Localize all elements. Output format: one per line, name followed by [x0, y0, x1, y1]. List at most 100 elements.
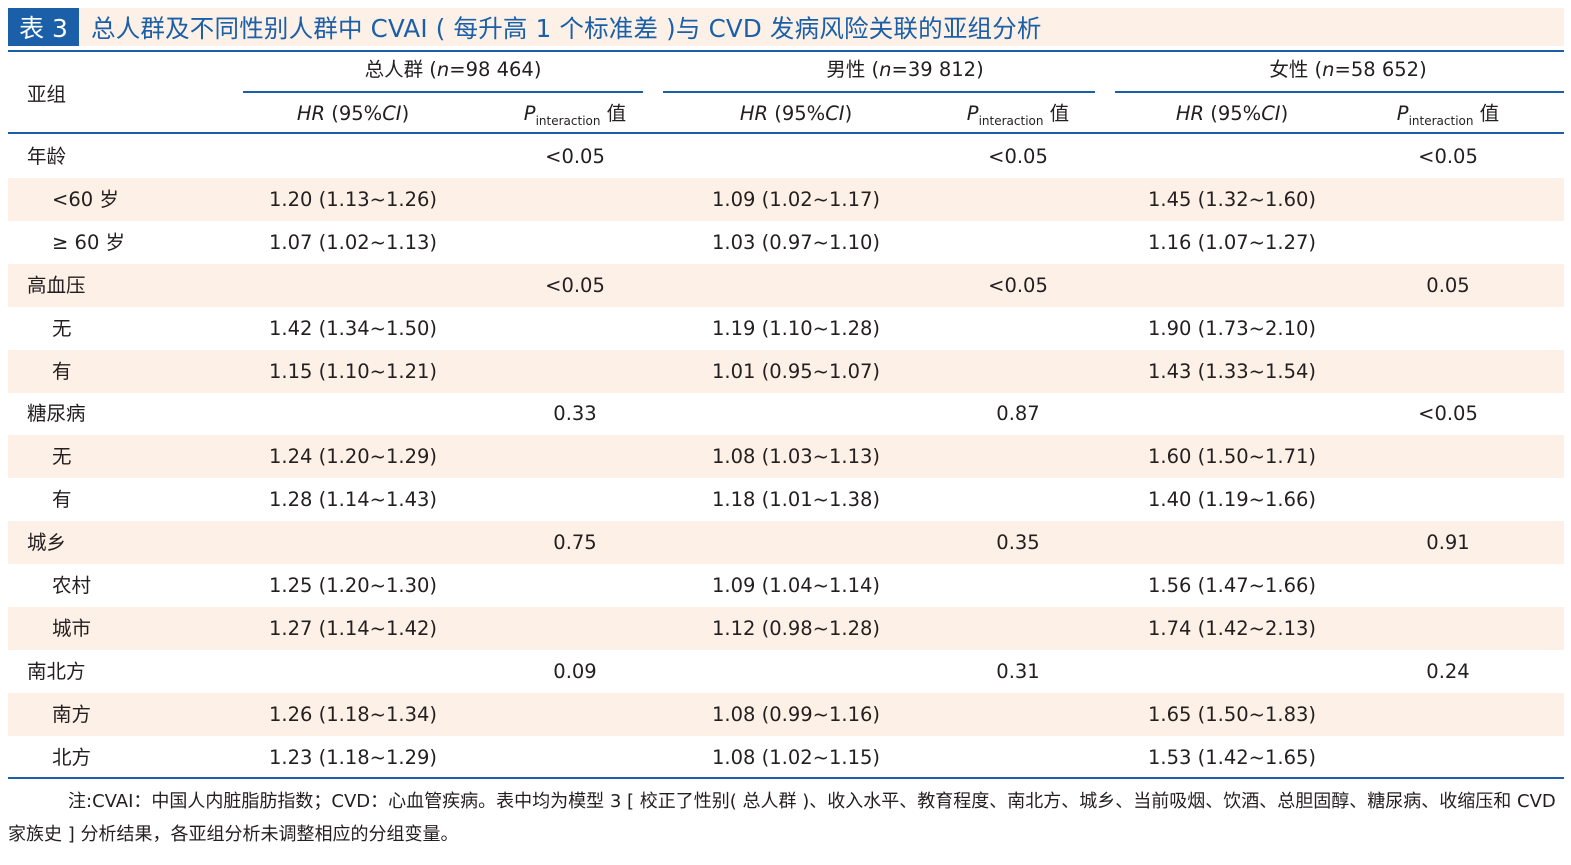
p-subscript: interaction — [1408, 114, 1474, 128]
hr-ci-close: ) — [1280, 102, 1289, 125]
p-interaction-cell: 0.75 — [553, 531, 597, 555]
subgroup-level-label: 无 — [52, 316, 72, 340]
subgroup-category-label: 城乡 — [27, 531, 67, 555]
hr-ci-cell: 1.45 (1.32~1.60) — [1147, 187, 1317, 211]
hr-ci-open: (95% — [774, 102, 826, 125]
subgroup-header: 亚组 — [27, 83, 67, 106]
hr-ci-cell: 1.24 (1.20~1.29) — [268, 445, 438, 469]
table-row: 无 1.42 (1.34~1.50) 1.19 (1.10~1.28) 1.90 (1… — [8, 307, 1564, 350]
p-interaction-cell: 0.09 — [553, 659, 597, 683]
p-interaction-cell: 0.05 — [1426, 273, 1470, 297]
p-interaction-cell: <0.05 — [988, 145, 1048, 168]
group-underline-male — [663, 91, 1095, 93]
p-interaction-cell: 0.24 — [1426, 659, 1470, 683]
table-row: 有 1.28 (1.14~1.43) 1.18 (1.01~1.38) 1.40 (1… — [8, 478, 1564, 521]
hr-ci-cell: 1.65 (1.50~1.83) — [1147, 702, 1317, 726]
bottom-rule — [8, 777, 1564, 779]
p-interaction-cell: 0.87 — [996, 402, 1040, 426]
table-row: 城市 1.27 (1.14~1.42) 1.12 (0.98~1.28) 1.74 (… — [8, 606, 1564, 650]
subgroup-level-label: ≥ 60 岁 — [52, 230, 126, 254]
group-n-value: 58 652 — [1350, 58, 1420, 81]
table-row: 高血压 <0.05 <0.05 0.05 — [8, 263, 1564, 307]
footnote: 注:CVAI：中国人内脏脂肪指数；CVD：心血管疾病。表中均为模型 3 [ 校正… — [8, 785, 1568, 851]
p-interaction-cell: 0.35 — [996, 531, 1040, 555]
p-suffix: 值 — [1049, 102, 1070, 125]
hr-ci-cell: 1.60 (1.50~1.71) — [1147, 445, 1317, 469]
hr-ci-cell: 1.23 (1.18~1.29) — [268, 745, 438, 769]
hr-ci-cell: 1.40 (1.19~1.66) — [1147, 488, 1317, 512]
table-title: 总人群及不同性别人群中 CVAI ( 每升高 1 个标准差 )与 CVD 发病风… — [91, 13, 1042, 43]
hr-ci-cell: 1.74 (1.42~2.13) — [1147, 616, 1317, 640]
p-interaction-cell: 0.33 — [553, 402, 597, 426]
table-row: 无 1.24 (1.20~1.29) 1.08 (1.03~1.13) 1.60 (1… — [8, 435, 1564, 479]
hr-ci-cell: 1.15 (1.10~1.21) — [268, 359, 438, 383]
hr-ci-cell: 1.90 (1.73~2.10) — [1147, 316, 1317, 340]
n-symbol: n — [436, 58, 450, 81]
p-suffix: 值 — [1479, 102, 1500, 125]
p-interaction-cell: <0.05 — [545, 145, 605, 168]
table-row: 有 1.15 (1.10~1.21) 1.01 (0.95~1.07) 1.43 (1… — [8, 349, 1564, 393]
table-row: 城乡 0.75 0.35 0.91 — [8, 521, 1564, 565]
subgroup-level-label: <60 岁 — [52, 187, 119, 211]
hr-ci-cell: 1.28 (1.14~1.43) — [268, 488, 438, 512]
group-n-value: 39 812 — [907, 58, 977, 81]
group-header-male: 男性 (n=39 812) — [826, 58, 984, 81]
p-subscript: interaction — [535, 114, 601, 128]
table-row: ≥ 60 岁 1.07 (1.02~1.13) 1.03 (0.97~1.10) 1.… — [8, 221, 1564, 264]
group-label: 女性 — [1269, 58, 1309, 81]
header-rule — [8, 132, 1564, 134]
group-label: 总人群 — [364, 58, 424, 81]
subgroup-category-label: 糖尿病 — [27, 402, 86, 426]
top-rule — [8, 50, 1564, 52]
p-interaction-cell: 0.31 — [996, 659, 1040, 683]
group-underline-total — [243, 91, 643, 93]
group-header-total: 总人群 (n=98 464) — [364, 58, 542, 81]
p-interaction-header: Pinteraction 值 — [524, 102, 627, 128]
table-row: 北方 1.23 (1.18~1.29) 1.08 (1.02~1.15) 1.53 (… — [8, 736, 1564, 779]
hr-ci-cell: 1.01 (0.95~1.07) — [711, 359, 881, 383]
hr-ci-cell: 1.43 (1.33~1.54) — [1147, 359, 1317, 383]
p-symbol: P — [966, 102, 979, 125]
hr-symbol: HR — [1175, 102, 1205, 125]
p-interaction-cell: <0.05 — [1418, 145, 1478, 168]
hr-ci-header: HR (95%CI) — [297, 102, 409, 126]
ci-symbol: CI — [1261, 102, 1281, 125]
p-interaction-cell: <0.05 — [1418, 402, 1478, 426]
hr-ci-header: HR (95%CI) — [1176, 102, 1288, 126]
subgroup-category-label: 南北方 — [27, 659, 86, 683]
hr-ci-cell: 1.07 (1.02~1.13) — [268, 230, 438, 254]
hr-ci-header: HR (95%CI) — [740, 102, 852, 126]
subgroup-category-label: 高血压 — [27, 273, 86, 297]
hr-ci-cell: 1.09 (1.04~1.14) — [711, 574, 881, 597]
hr-ci-cell: 1.08 (1.03~1.13) — [711, 445, 881, 469]
hr-ci-cell: 1.18 (1.01~1.38) — [711, 488, 881, 512]
hr-ci-open: (95% — [331, 102, 383, 125]
hr-ci-cell: 1.16 (1.07~1.27) — [1147, 230, 1317, 254]
subgroup-level-label: 城市 — [52, 616, 92, 640]
hr-ci-cell: 1.03 (0.97~1.10) — [711, 230, 881, 254]
hr-ci-close: ) — [401, 102, 410, 125]
p-interaction-cell: 0.91 — [1426, 531, 1470, 555]
table-row: 糖尿病 0.33 0.87 <0.05 — [8, 392, 1564, 435]
hr-ci-cell: 1.09 (1.02~1.17) — [711, 187, 881, 211]
subgroup-category-label: 年龄 — [27, 145, 67, 168]
hr-ci-cell: 1.56 (1.47~1.66) — [1147, 574, 1317, 597]
group-n-value: 98 464 — [465, 58, 534, 81]
subgroup-level-label: 南方 — [52, 702, 92, 726]
table-row: <60 岁 1.20 (1.13~1.26) 1.09 (1.02~1.17) 1.4… — [8, 177, 1564, 221]
subgroup-level-label: 有 — [52, 359, 72, 383]
p-suffix: 值 — [606, 102, 627, 125]
hr-ci-cell: 1.19 (1.10~1.28) — [711, 316, 881, 340]
hr-ci-cell: 1.42 (1.34~1.50) — [268, 316, 438, 340]
p-interaction-header: Pinteraction 值 — [1397, 102, 1500, 128]
table-row: 年龄 <0.05 <0.05 <0.05 — [8, 135, 1564, 178]
table-row: 南北方 0.09 0.31 0.24 — [8, 650, 1564, 693]
hr-ci-close: ) — [844, 102, 853, 125]
group-header-female: 女性 (n=58 652) — [1269, 58, 1427, 81]
hr-ci-cell: 1.08 (0.99~1.16) — [711, 702, 881, 726]
hr-ci-cell: 1.25 (1.20~1.30) — [268, 574, 438, 597]
hr-ci-cell: 1.27 (1.14~1.42) — [268, 616, 438, 640]
subgroup-level-label: 有 — [52, 488, 72, 512]
n-symbol: n — [879, 58, 892, 81]
